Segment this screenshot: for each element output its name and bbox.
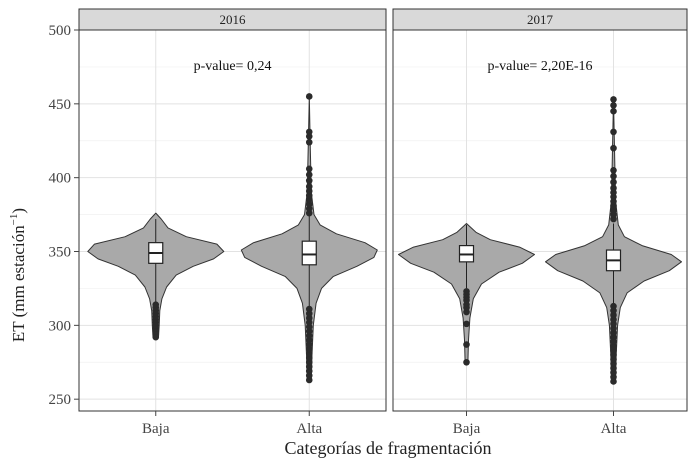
box-iqr <box>301 240 317 266</box>
outlier-point <box>610 96 617 103</box>
outlier-point <box>463 320 470 328</box>
facet-panel-2017: 2017 p-value= 2,20E-16 Baja Alta <box>392 8 688 437</box>
x-tick-label: Baja <box>453 421 481 437</box>
y-axis-title-superscript: −1 <box>8 214 20 226</box>
y-tick-label: 450 <box>49 97 72 113</box>
panel-border <box>392 29 688 412</box>
violin-group-baja <box>87 212 225 341</box>
outlier-point <box>463 341 470 348</box>
x-tick-label: Alta <box>296 421 322 437</box>
violin-group-baja <box>398 223 535 366</box>
x-tick-label: Baja <box>142 421 170 437</box>
p-value-annotation: p-value= 2,20E-16 <box>487 59 592 74</box>
y-axis-title: ET (mm estación−1) <box>8 208 28 342</box>
y-tick-label: 300 <box>49 318 72 334</box>
outlier-point <box>610 302 617 310</box>
outlier-point <box>610 166 617 174</box>
outlier-point <box>305 138 313 146</box>
outlier-point <box>305 93 313 100</box>
outlier-point <box>610 144 617 152</box>
outlier-point <box>305 165 313 173</box>
outlier-point <box>610 107 617 115</box>
panel-background <box>393 30 687 411</box>
facet-panel-2016: 2016 p-value= 0,24 Baja Alta <box>78 8 387 437</box>
facet-panels: 2016 p-value= 0,24 Baja Alta 2017 p-value= 2,… <box>78 8 688 437</box>
outlier-point <box>610 172 617 180</box>
y-axis: 250 300 350 400 450 500 <box>49 23 79 408</box>
outlier-point <box>305 183 313 190</box>
y-axis-title-main: ET (mm estación <box>9 225 28 342</box>
outlier-point <box>463 358 470 366</box>
y-axis-title-close: ) <box>9 208 28 214</box>
x-axis-title: Categorías de fragmentación <box>285 438 492 458</box>
violin-group-alta <box>545 96 682 385</box>
outlier-point <box>463 288 470 295</box>
outlier-point <box>305 128 313 136</box>
outlier-point <box>305 305 313 313</box>
violin-group-alta <box>240 93 378 384</box>
facet-strip-label: 2016 <box>220 12 247 27</box>
outlier-point <box>305 171 313 179</box>
y-tick-label: 350 <box>49 245 72 261</box>
outlier-point <box>610 102 617 109</box>
y-tick-label: 500 <box>49 23 72 39</box>
facet-strip-label: 2017 <box>527 12 554 27</box>
panel-background <box>79 30 386 411</box>
outlier-point <box>610 184 617 192</box>
x-tick-label: Alta <box>601 421 627 437</box>
y-tick-label: 250 <box>49 392 72 408</box>
outlier-point <box>610 178 617 186</box>
y-tick-label: 400 <box>49 171 72 187</box>
outlier-point <box>305 177 313 184</box>
outlier-point <box>610 128 617 136</box>
panel-border <box>78 29 387 412</box>
p-value-annotation: p-value= 0,24 <box>194 59 272 74</box>
outlier-point <box>152 301 160 308</box>
